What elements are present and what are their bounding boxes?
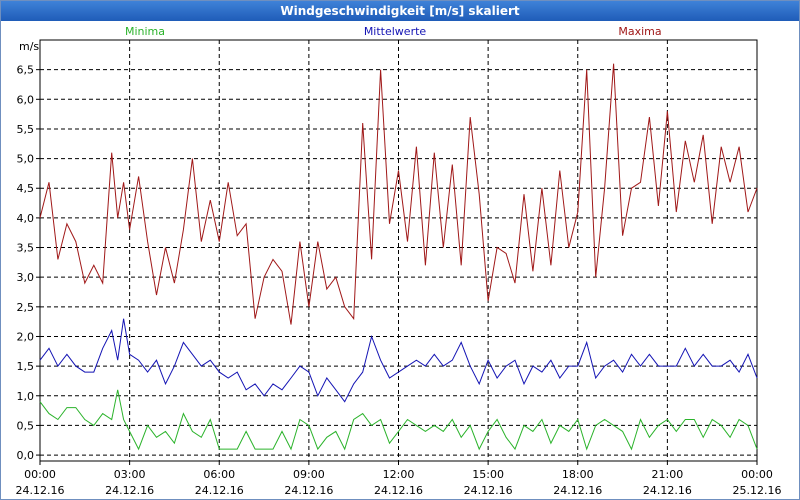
x-tick-date-label: 24.12.16 bbox=[643, 484, 692, 497]
x-tick-date-label: 24.12.16 bbox=[105, 484, 154, 497]
x-tick-time-label: 15:00 bbox=[472, 468, 504, 481]
x-tick-time-label: 00:00 bbox=[24, 468, 56, 481]
x-tick-date-label: 24.12.16 bbox=[284, 484, 333, 497]
x-tick-date-label: 24.12.16 bbox=[374, 484, 423, 497]
x-tick-time-label: 09:00 bbox=[293, 468, 325, 481]
grid-lines bbox=[40, 40, 757, 461]
y-tick-label: 5,5 bbox=[17, 123, 35, 136]
series-line-minima bbox=[39, 389, 758, 451]
x-tick-time-label: 06:00 bbox=[203, 468, 235, 481]
y-tick-label: 3,5 bbox=[17, 242, 35, 255]
x-tick-date-label: 24.12.16 bbox=[195, 484, 244, 497]
y-tick-label: 5,0 bbox=[17, 153, 35, 166]
x-tick-time-label: 03:00 bbox=[114, 468, 146, 481]
y-tick-label: 0,0 bbox=[17, 449, 35, 462]
window-title: Windgeschwindigkeit [m/s] skaliert bbox=[1, 1, 799, 21]
series-line-maxima bbox=[39, 63, 758, 325]
y-tick-label: 4,5 bbox=[17, 182, 35, 195]
y-tick-label: 6,0 bbox=[17, 93, 35, 106]
y-tick-label: 3,0 bbox=[17, 271, 35, 284]
x-tick-time-label: 00:00 bbox=[741, 468, 773, 481]
legend: Minima Mittelwerte Maxima bbox=[125, 25, 662, 38]
legend-maxima: Maxima bbox=[618, 25, 661, 38]
x-tick-date-label: 24.12.16 bbox=[464, 484, 513, 497]
x-tick-time-label: 21:00 bbox=[652, 468, 684, 481]
x-axis: 00:00 24.12.16 03:00 24.12.16 06:00 24.12.16 0… bbox=[16, 461, 782, 497]
y-tick-label: 0,5 bbox=[17, 419, 35, 432]
x-tick-date-label: 25.12.16 bbox=[733, 484, 782, 497]
legend-mittel: Mittelwerte bbox=[364, 25, 427, 38]
y-tick-label: 4,0 bbox=[17, 212, 35, 225]
y-tick-label: 1,0 bbox=[17, 390, 35, 403]
legend-minima: Minima bbox=[125, 25, 165, 38]
x-tick-time-label: 12:00 bbox=[383, 468, 415, 481]
x-tick-date-label: 24.12.16 bbox=[553, 484, 602, 497]
y-axis: 0,0 0,5 1,0 1,5 2,0 2,5 3,0 3,5 4,0 4,5 5,0 5,5 6,0 6… bbox=[17, 64, 40, 462]
x-tick-date-label: 24.12.16 bbox=[16, 484, 65, 497]
y-tick-label: 1,5 bbox=[17, 360, 35, 373]
series-lines bbox=[39, 63, 758, 451]
y-axis-label: m/s bbox=[19, 40, 39, 53]
y-tick-label: 2,0 bbox=[17, 330, 35, 343]
series-line-mittel bbox=[39, 318, 758, 403]
y-tick-label: 6,5 bbox=[17, 64, 35, 77]
x-tick-time-label: 18:00 bbox=[562, 468, 594, 481]
y-tick-label: 2,5 bbox=[17, 301, 35, 314]
